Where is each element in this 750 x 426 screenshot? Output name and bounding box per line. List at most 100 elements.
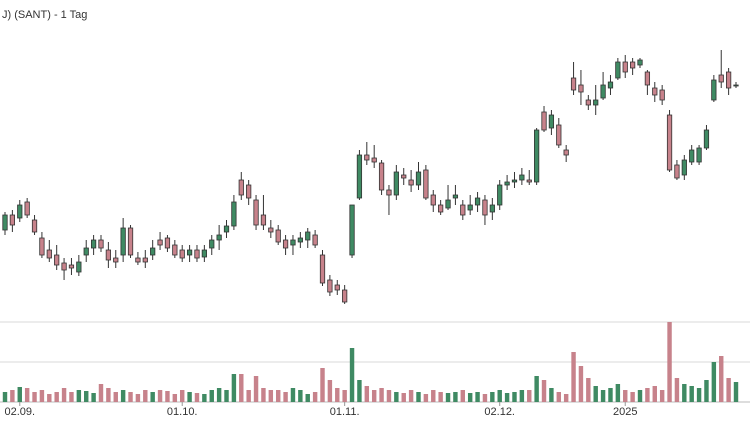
- volume-bar: [76, 390, 82, 402]
- volume-bar: [69, 392, 74, 402]
- volume-bar: [349, 348, 355, 402]
- volume-bar: [497, 390, 502, 402]
- volume-bar: [475, 392, 480, 402]
- candle-body: [105, 249, 111, 261]
- volume-bar: [305, 394, 310, 402]
- volume-bar: [711, 362, 717, 402]
- volume-bar: [224, 390, 229, 402]
- candle-body: [570, 77, 577, 91]
- volume-bar: [320, 368, 325, 402]
- volume-bar: [401, 393, 406, 402]
- candle-body: [696, 147, 702, 163]
- volume-bar: [593, 386, 598, 402]
- candle-body: [216, 234, 222, 241]
- candle-body: [194, 249, 200, 259]
- candle-body: [297, 237, 303, 243]
- volume-bar: [416, 392, 421, 402]
- candle-body: [223, 225, 230, 233]
- candle-body: [733, 84, 739, 87]
- candle-body: [17, 204, 23, 219]
- candle-body: [438, 204, 444, 213]
- volume-bar: [652, 386, 657, 402]
- candle-body: [90, 239, 97, 249]
- volume-bar: [106, 388, 111, 402]
- volume-bar: [431, 390, 436, 402]
- candle-body: [120, 227, 126, 256]
- candle-body: [127, 227, 134, 256]
- volume-bar: [275, 390, 281, 402]
- volume-bar: [556, 392, 562, 402]
- candle-body: [209, 239, 215, 249]
- candle-body: [445, 199, 451, 209]
- candle-body: [334, 284, 340, 291]
- candle-body: [408, 179, 414, 186]
- candle-body: [312, 234, 318, 246]
- volume-bar: [704, 380, 709, 402]
- volume-bar: [696, 388, 702, 402]
- candle-body: [452, 194, 459, 199]
- x-tick-label: 02.09.: [4, 406, 35, 418]
- candle-body: [76, 261, 82, 273]
- volume-bar: [202, 394, 207, 402]
- candle-body: [305, 231, 311, 241]
- candle-body: [231, 201, 237, 227]
- volume-bar: [608, 388, 613, 402]
- x-tick-label: 02.12.: [484, 406, 515, 418]
- volume-bar: [527, 390, 532, 402]
- candle-body: [711, 79, 717, 101]
- candle-body: [674, 164, 680, 179]
- candle-body: [652, 87, 658, 96]
- candle-body: [607, 81, 614, 89]
- volume-bar: [113, 392, 118, 402]
- volume-bar: [719, 356, 724, 402]
- candle-body: [54, 254, 60, 266]
- candle-body: [260, 214, 267, 226]
- candle-body: [430, 194, 436, 206]
- volume-bar: [682, 384, 687, 402]
- candle-body: [46, 249, 52, 259]
- candle-body: [467, 204, 473, 211]
- candle-body: [593, 99, 599, 106]
- candle-body: [186, 249, 193, 256]
- candle-body: [371, 157, 377, 163]
- volume-bar: [84, 391, 89, 402]
- candle-body: [401, 174, 407, 179]
- candle-body: [98, 239, 104, 249]
- volume-bar: [194, 393, 200, 402]
- candle-body: [31, 219, 38, 233]
- candle-body: [600, 84, 606, 99]
- candle-body: [666, 114, 673, 171]
- volume-bar: [150, 392, 155, 402]
- volume-bar: [312, 392, 318, 402]
- candle-body: [489, 204, 495, 213]
- candle-body: [135, 257, 141, 263]
- volume-bar: [667, 322, 672, 402]
- volume-bar: [512, 392, 517, 402]
- candle-body: [24, 201, 30, 216]
- candle-body: [364, 154, 370, 161]
- volume-bar: [98, 384, 104, 402]
- candle-body: [563, 149, 569, 156]
- volume-bar: [268, 390, 274, 402]
- volume-bar: [408, 390, 414, 402]
- volume-bar: [637, 390, 643, 402]
- candle-body: [113, 257, 119, 263]
- volume-bar: [47, 394, 52, 402]
- volume-bar: [143, 390, 148, 402]
- volume-bar: [364, 386, 370, 402]
- candle-body: [164, 237, 171, 249]
- volume-bar: [534, 376, 539, 402]
- candle-body: [541, 111, 547, 131]
- chart-title: J) (SANT) - 1 Tag: [2, 9, 87, 21]
- volume-bar: [490, 392, 495, 402]
- volume-bar: [689, 386, 694, 402]
- volume-bar: [659, 390, 665, 402]
- candle-body: [460, 204, 466, 216]
- candle-body: [378, 162, 385, 191]
- volume-bar: [128, 392, 133, 402]
- candle-body: [2, 214, 8, 231]
- volume-bar: [91, 393, 96, 402]
- candle-body: [275, 229, 281, 243]
- volume-bar: [482, 394, 488, 402]
- candle-body: [615, 61, 621, 79]
